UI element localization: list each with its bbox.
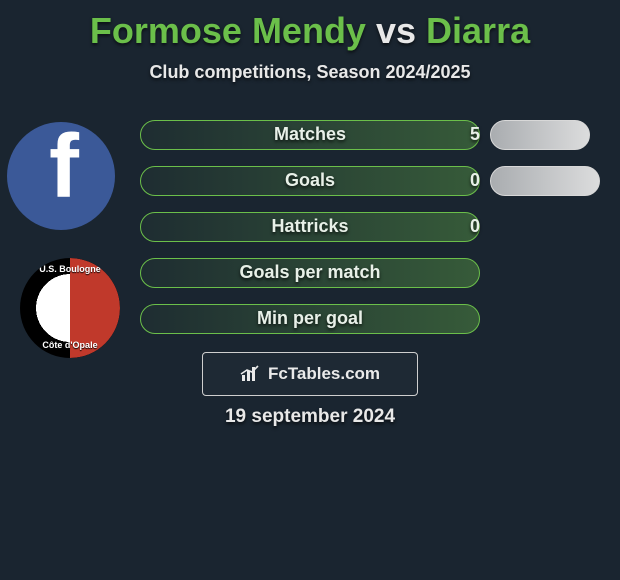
title-player2: Diarra <box>426 10 530 51</box>
left-bar <box>140 166 480 196</box>
brand-text: FcTables.com <box>268 364 380 384</box>
date: 19 september 2024 <box>0 406 620 428</box>
title-vs: vs <box>376 10 416 51</box>
left-bar <box>140 258 480 288</box>
right-bar <box>490 166 600 196</box>
facebook-avatar: f <box>7 122 115 230</box>
subtitle: Club competitions, Season 2024/2025 <box>0 62 620 83</box>
brand-box[interactable]: FcTables.com <box>202 352 418 396</box>
club-text-top: U.S. Boulogne <box>20 264 120 274</box>
left-bar <box>140 304 480 334</box>
left-bar <box>140 120 480 150</box>
bar-chart-icon <box>240 365 262 383</box>
title-player1: Formose Mendy <box>90 10 366 51</box>
club-avatar: U.S. Boulogne Côte d'Opale <box>20 258 120 358</box>
left-bar <box>140 212 480 242</box>
page-title: Formose Mendy vs Diarra <box>0 0 620 52</box>
club-text-bottom: Côte d'Opale <box>20 340 120 350</box>
right-bar <box>490 120 590 150</box>
